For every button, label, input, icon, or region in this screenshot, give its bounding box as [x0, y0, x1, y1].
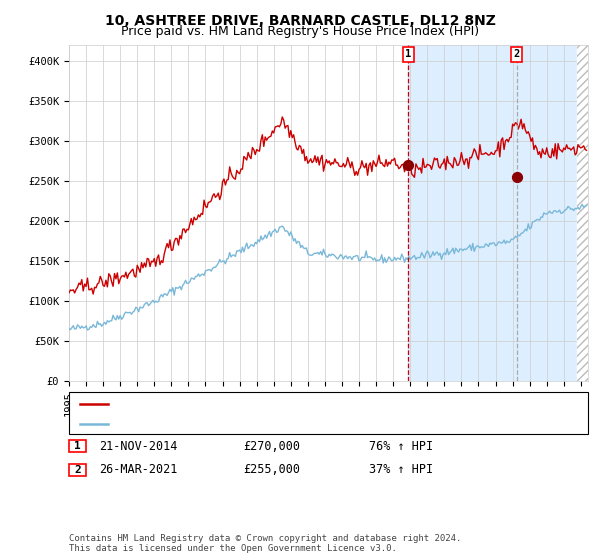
Bar [409, 45, 588, 381]
Text: 1: 1 [405, 49, 412, 59]
Text: 26-MAR-2021: 26-MAR-2021 [99, 463, 178, 477]
Text: Price paid vs. HM Land Registry's House Price Index (HPI): Price paid vs. HM Land Registry's House … [121, 25, 479, 38]
Text: £270,000: £270,000 [243, 440, 300, 453]
Text: HPI: Average price, detached house, County Durham: HPI: Average price, detached house, Coun… [113, 417, 462, 430]
Point [404, 160, 413, 169]
Point [512, 172, 521, 181]
Text: 1: 1 [74, 441, 81, 451]
Text: 37% ↑ HPI: 37% ↑ HPI [369, 463, 433, 477]
Text: Contains HM Land Registry data © Crown copyright and database right 2024.
This d: Contains HM Land Registry data © Crown c… [69, 534, 461, 553]
Bar [577, 45, 588, 381]
Text: 76% ↑ HPI: 76% ↑ HPI [369, 440, 433, 453]
Text: 21-NOV-2014: 21-NOV-2014 [99, 440, 178, 453]
Text: 10, ASHTREE DRIVE, BARNARD CASTLE, DL12 8NZ: 10, ASHTREE DRIVE, BARNARD CASTLE, DL12 … [104, 14, 496, 28]
Bar [577, 45, 588, 381]
Text: 2: 2 [74, 465, 81, 475]
Text: 10, ASHTREE DRIVE, BARNARD CASTLE, DL12 8NZ (detached house): 10, ASHTREE DRIVE, BARNARD CASTLE, DL12 … [113, 397, 540, 410]
Text: 2: 2 [514, 49, 520, 59]
Text: £255,000: £255,000 [243, 463, 300, 477]
